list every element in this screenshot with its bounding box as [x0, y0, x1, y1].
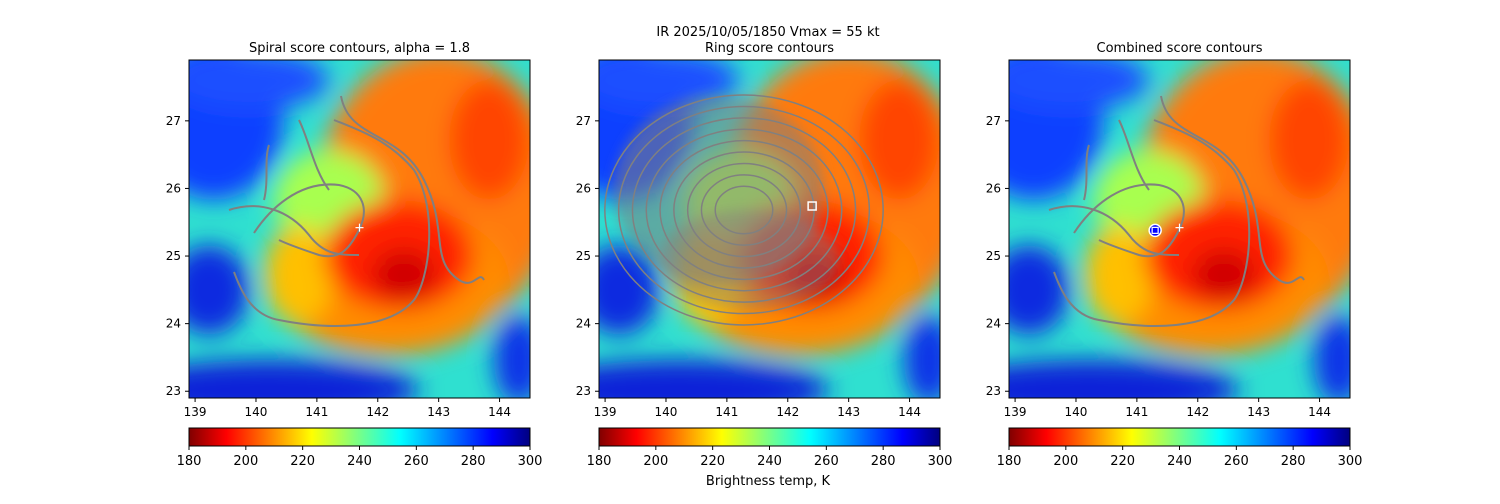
x-tick-label: 141: [1125, 405, 1148, 419]
x-tick-label: 143: [837, 405, 860, 419]
colorbar-tick-label: 260: [404, 454, 429, 469]
y-tick-label: 23: [986, 384, 1001, 398]
y-tick-label: 23: [166, 384, 181, 398]
panel-2: Ring score contours 139 140 141 142 143 144 23 2…: [576, 41, 953, 469]
score-contours: [228, 95, 485, 327]
score-contours: [1048, 95, 1305, 327]
y-tick-label: 27: [986, 114, 1001, 128]
colorbar-tick-label: 200: [233, 454, 258, 469]
x-tick-label: 140: [245, 405, 268, 419]
y-tick-label: 25: [166, 249, 181, 263]
y-tick-label: 24: [576, 317, 591, 331]
x-tick-label: 139: [594, 405, 617, 419]
colorbar-tick-label: 240: [347, 454, 372, 469]
colorbar-tick-label: 180: [177, 454, 202, 469]
panel-title: Ring score contours: [705, 41, 834, 56]
axes-frame: [598, 59, 941, 399]
figure-suptitle: IR 2025/10/05/1850 Vmax = 55 kt: [656, 25, 879, 40]
best-combined-circle: [1148, 223, 1162, 238]
score-contours: [604, 94, 884, 326]
best-ring-marker: [807, 201, 817, 211]
colorbar: 180 200 220 240 260 280 300: [587, 427, 953, 469]
y-tick-label: 24: [166, 317, 181, 331]
colorbar-tick-label: 240: [1167, 454, 1192, 469]
x-tick-label: 141: [715, 405, 738, 419]
colorbar-tick-label: 280: [871, 454, 896, 469]
x-tick-label: 142: [1186, 405, 1209, 419]
x-tick-label: 143: [1247, 405, 1270, 419]
x-tick-label: 141: [305, 405, 328, 419]
colorbar-tick-label: 200: [643, 454, 668, 469]
x-tick-label: 140: [1065, 405, 1088, 419]
y-tick-label: 23: [576, 384, 591, 398]
best-combined-square: [1151, 226, 1159, 234]
colorbar-tick-label: 220: [1110, 454, 1135, 469]
axes-frame: [188, 59, 531, 399]
colorbar-tick-label: 220: [290, 454, 315, 469]
x-tick-label: 144: [1308, 405, 1331, 419]
storm-center-cross: [355, 223, 364, 232]
colorbar-tick-label: 300: [928, 454, 953, 469]
panel-title: Combined score contours: [1097, 41, 1263, 56]
y-tick-label: 27: [576, 114, 591, 128]
colorbar-tick-label: 260: [1224, 454, 1249, 469]
x-tick-label: 139: [184, 405, 207, 419]
y-tick-label: 27: [166, 114, 181, 128]
x-tick-label: 142: [776, 405, 799, 419]
colorbar-tick-label: 180: [997, 454, 1022, 469]
colorbar: 180 200 220 240 260 280 300: [997, 427, 1363, 469]
colorbar-tick-label: 200: [1053, 454, 1078, 469]
axes-frame: [1008, 59, 1351, 399]
colorbar-tick-label: 300: [518, 454, 543, 469]
x-tick-label: 140: [655, 405, 678, 419]
x-tick-label: 144: [898, 405, 921, 419]
storm-center-cross: [1175, 223, 1184, 232]
colorbar-tick-label: 280: [1281, 454, 1306, 469]
panel-title: Spiral score contours, alpha = 1.8: [249, 41, 470, 56]
y-tick-label: 26: [986, 181, 1001, 195]
y-tick-label: 25: [576, 249, 591, 263]
x-tick-label: 142: [366, 405, 389, 419]
ir-heatmap: [189, 60, 530, 398]
colorbar-tick-label: 220: [700, 454, 725, 469]
panel-3: Combined score contours 139 140 141 142 143 14…: [986, 41, 1363, 469]
x-tick-label: 143: [427, 405, 450, 419]
x-tick-label: 139: [1004, 405, 1027, 419]
panel-1: Spiral score contours, alpha = 1.8 139 140…: [166, 41, 543, 469]
colorbar-tick-label: 260: [814, 454, 839, 469]
y-tick-label: 26: [166, 181, 181, 195]
x-tick-label: 144: [488, 405, 511, 419]
colorbar-tick-label: 240: [757, 454, 782, 469]
y-tick-label: 24: [986, 317, 1001, 331]
y-tick-label: 25: [986, 249, 1001, 263]
y-tick-label: 26: [576, 181, 591, 195]
colorbar-label: Brightness temp, K: [706, 474, 831, 489]
colorbar-tick-label: 280: [461, 454, 486, 469]
colorbar-tick-label: 180: [587, 454, 612, 469]
colorbar-tick-label: 300: [1338, 454, 1363, 469]
colorbar: 180 200 220 240 260 280 300: [177, 427, 543, 469]
